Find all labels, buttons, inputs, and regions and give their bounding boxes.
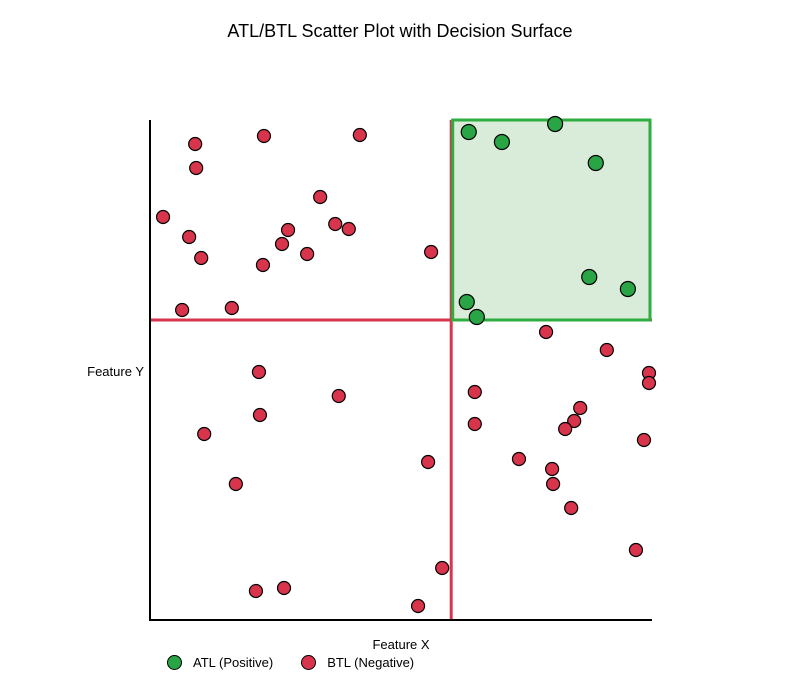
btl-point: [197, 426, 212, 442]
btl-point: [194, 250, 209, 266]
btl-point: [155, 209, 171, 225]
btl-point: [599, 342, 614, 358]
btl-point: [558, 421, 573, 437]
atl-point: [547, 115, 564, 133]
btl-point: [435, 560, 450, 576]
btl-point: [255, 257, 271, 273]
btl-point: [511, 451, 527, 467]
y-axis-label: Feature Y: [87, 364, 144, 379]
legend-label-btl: BTL (Negative): [327, 655, 415, 670]
btl-point: [421, 454, 436, 470]
btl-point: [252, 407, 268, 423]
btl-point: [276, 580, 292, 596]
btl-point: [567, 413, 582, 429]
atl-point: [468, 308, 485, 326]
btl-point: [636, 432, 652, 448]
atl-point: [587, 154, 604, 172]
btl-marker-icon: [301, 655, 317, 670]
btl-point: [256, 128, 272, 144]
btl-point: [328, 216, 343, 232]
positive-region: [451, 118, 652, 322]
chart-title: ATL/BTL Scatter Plot with Decision Surfa…: [227, 21, 573, 41]
btl-point: [280, 222, 296, 238]
atl-point: [619, 280, 637, 298]
legend-label-atl: ATL (Positive): [193, 655, 274, 670]
btl-point: [546, 476, 561, 492]
btl-point: [188, 136, 203, 152]
legend-item-atl: ATL (Positive): [167, 655, 273, 670]
btl-point: [228, 476, 243, 492]
btl-point: [189, 160, 204, 176]
btl-point: [564, 500, 579, 516]
atl-point: [581, 268, 598, 286]
atl-marker-icon: [167, 655, 182, 670]
btl-point: [248, 583, 264, 599]
legend: ATL (Positive) BTL (Negative): [167, 655, 414, 670]
btl-point: [224, 300, 239, 316]
btl-point: [641, 375, 657, 391]
btl-point: [538, 324, 554, 340]
btl-point: [251, 364, 267, 380]
btl-point: [182, 229, 197, 245]
x-axis-label: Feature X: [372, 637, 430, 652]
btl-point: [341, 221, 356, 237]
btl-point: [274, 236, 290, 252]
btl-point: [175, 302, 190, 318]
btl-point: [424, 244, 439, 260]
atl-point: [458, 293, 475, 311]
btl-point: [573, 400, 588, 416]
btl-point: [313, 189, 328, 205]
btl-point: [545, 461, 560, 477]
btl-point: [628, 542, 644, 558]
btl-point: [352, 127, 367, 143]
btl-point: [467, 416, 482, 432]
btl-point: [300, 246, 315, 262]
atl-point: [493, 133, 511, 151]
btl-point: [467, 384, 482, 400]
btl-point: [331, 388, 346, 404]
btl-point: [410, 598, 426, 614]
atl-point: [460, 123, 477, 141]
legend-item-btl: BTL (Negative): [301, 655, 414, 670]
